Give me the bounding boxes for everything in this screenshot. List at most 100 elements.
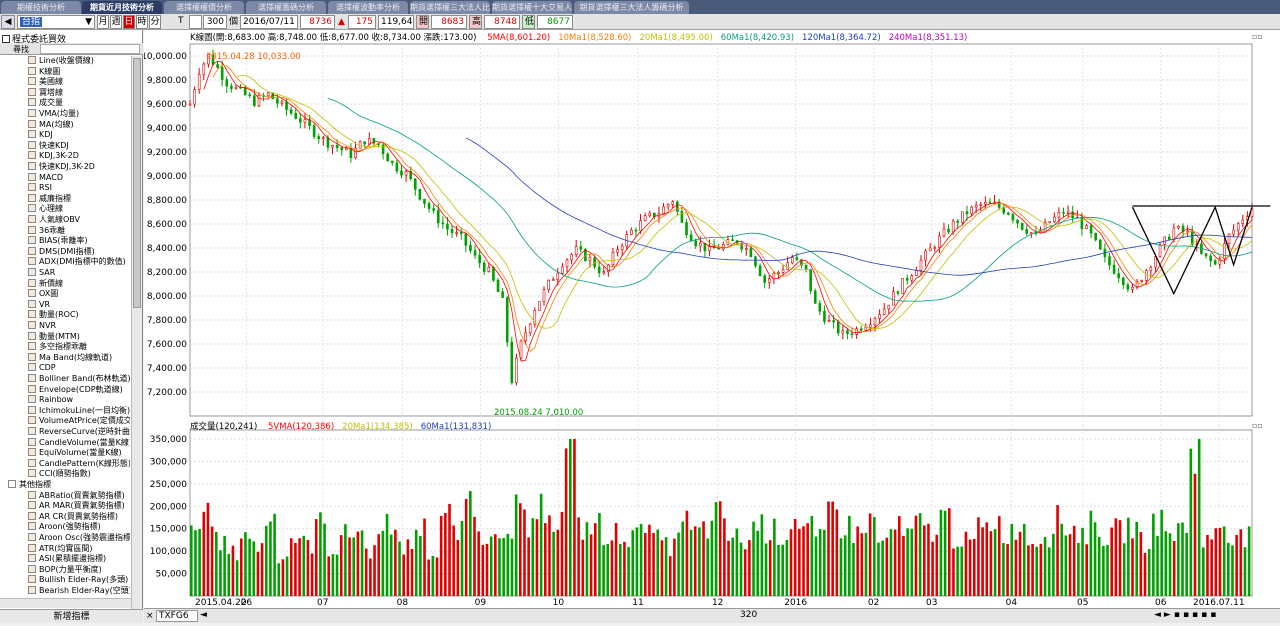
volume-bar	[323, 523, 326, 596]
indicator-item[interactable]: 人氣線OBV	[28, 215, 130, 225]
indicator-item[interactable]: CandleVolume(當量K線)	[28, 437, 130, 448]
candle-body	[699, 242, 702, 247]
indicator-item[interactable]: CCI(順勢指數)	[28, 469, 130, 479]
indicator-item[interactable]: ReverseCurve(逆時針曲線)	[28, 427, 130, 437]
indicator-item[interactable]: 心理線	[28, 204, 130, 214]
indicator-item[interactable]: Bearish Elder-Ray(空頭)	[28, 586, 130, 596]
tab-5[interactable]: 期貨選擇權三大法人比重	[410, 1, 490, 14]
indicator-item[interactable]: Ma Band(均線軌道)	[28, 352, 130, 363]
tab-4[interactable]: 選擇權波動率分析	[328, 1, 408, 14]
indicator-item[interactable]: 其他指標	[8, 480, 112, 490]
indicator-item[interactable]: 多空指標乖離	[28, 342, 130, 352]
tab-6[interactable]: 期貨選擇權十大交易人籌碼分析	[492, 1, 572, 14]
indicator-item[interactable]: 成交量	[28, 98, 130, 108]
indicator-item[interactable]: MACD	[28, 172, 130, 183]
tab-3[interactable]: 選擇權籌碼分析	[246, 1, 326, 14]
indicator-item[interactable]: 威廉指標	[28, 193, 130, 204]
period-button-0[interactable]: 月	[97, 15, 109, 29]
ma-line	[327, 98, 1253, 302]
count-input[interactable]: 300	[203, 15, 227, 29]
indicator-item[interactable]: K線圖	[28, 66, 130, 77]
indicator-item[interactable]: VR	[28, 299, 130, 310]
indicator-item[interactable]: Line(收盤價線)	[28, 56, 130, 66]
volume-bar	[294, 542, 297, 596]
indicator-label: CCI(順勢指數)	[39, 469, 91, 479]
volume-bar	[656, 529, 660, 596]
indicator-item[interactable]: Bullish Elder-Ray(多頭)	[28, 575, 130, 585]
candle-body	[915, 270, 918, 276]
volume-bar	[598, 513, 601, 596]
indicator-item[interactable]: SAR	[28, 268, 130, 278]
indicator-item[interactable]: 36乖離	[28, 225, 130, 236]
zoom-controls[interactable]: ◄►▪▪▪▪▪	[1154, 610, 1220, 620]
indicator-item[interactable]: 美國線	[28, 77, 130, 87]
indicator-item[interactable]: RSI	[28, 183, 130, 193]
indicator-item[interactable]: Bolliner Band(布林軌道)	[28, 374, 130, 384]
window-buttons[interactable]: ▫▫	[1252, 421, 1263, 430]
indicator-item[interactable]: MA(均線)	[28, 119, 130, 130]
indicator-item[interactable]: 寶塔線	[28, 87, 130, 98]
tree-hscrollbar[interactable]	[0, 598, 131, 608]
indicator-item[interactable]: CDP	[28, 363, 130, 373]
indicator-item[interactable]: 快速KDJ,3K-2D	[28, 162, 130, 172]
indicator-item[interactable]: EquiVolume(當量K線)	[28, 448, 130, 458]
period-button-2[interactable]: 日	[123, 15, 135, 29]
period-button-3[interactable]: 時	[136, 15, 148, 29]
indicator-icon	[28, 522, 36, 531]
indicator-item[interactable]: Aroon(強勢指標)	[28, 522, 130, 532]
indicator-item[interactable]: VolumeAtPrice(定價成交)	[28, 416, 130, 426]
volume-bar	[439, 515, 443, 596]
symbol-select[interactable]: 台指 ▼	[17, 15, 95, 29]
indicator-item[interactable]: 新價線	[28, 278, 130, 289]
scrollbar-thumb[interactable]	[133, 58, 141, 308]
candle-body	[400, 170, 403, 176]
indicator-item[interactable]: AR MAR(買賣氣勢指標)	[28, 501, 130, 511]
indicator-label: RSI	[39, 183, 52, 193]
indicator-item[interactable]: OX圖	[28, 289, 130, 299]
indicator-item[interactable]: CandlePattern(K線形態)	[28, 458, 130, 469]
add-indicator-button[interactable]: 新增指標	[0, 609, 143, 623]
indicator-item[interactable]: 快速KDJ	[28, 140, 130, 151]
indicator-item[interactable]: Aroon Osc(強勢震盪指標)	[28, 533, 130, 543]
indicator-item[interactable]: ASI(累積擺盪指標)	[28, 554, 130, 564]
indicator-item[interactable]: ATR(均實區間)	[28, 543, 130, 554]
search-input[interactable]	[40, 44, 140, 54]
chart-area[interactable]: 10,000.00 9,800.00 9,600.00 9,400.00 9,200.0…	[141, 30, 1280, 623]
program-order-checkbox[interactable]: 程式委託買效	[2, 32, 66, 45]
search-row: 尋找	[0, 43, 143, 55]
indicator-item[interactable]: Rainbow	[28, 395, 130, 405]
indicator-item[interactable]: KDJ	[28, 130, 130, 140]
indicator-item[interactable]: 動量(ROC)	[28, 310, 130, 320]
indicator-item[interactable]: BOP(力量平衡度)	[28, 564, 130, 575]
period-button-1[interactable]: 週	[110, 15, 122, 29]
tab-0[interactable]: 期權技術分析	[1, 1, 81, 14]
indicator-item[interactable]: Envelope(CDP軌道線)	[28, 384, 130, 395]
tab-2[interactable]: 選擇權權價分析	[164, 1, 244, 14]
date-input[interactable]: 2016/07/11▼	[240, 15, 298, 29]
period-button-4[interactable]: 分	[149, 15, 161, 29]
volume-bar	[893, 529, 897, 596]
close-icon[interactable]: ×	[146, 611, 154, 621]
dropdown-icon[interactable]	[189, 15, 202, 29]
indicator-item[interactable]: ADX(DMI指標中的數值)	[28, 257, 130, 267]
tab-1[interactable]: 期貨近月技術分析	[82, 1, 162, 14]
indicator-item[interactable]: 動量(MTM)	[28, 331, 130, 342]
tree-scrollbar[interactable]	[131, 56, 142, 616]
indicator-item[interactable]: KDJ,3K-2D	[28, 151, 130, 161]
candle-body	[685, 222, 688, 236]
indicator-item[interactable]: BIAS(乖離率)	[28, 236, 130, 246]
indicator-item[interactable]: IchimokuLine(一目均衡)	[28, 405, 130, 416]
tab-7[interactable]: 期貨選擇權三大法人籌碼分析	[574, 1, 689, 14]
volume-bar	[906, 528, 909, 596]
time-tick-label: 04	[1006, 598, 1018, 608]
indicator-item[interactable]: AR CR(買賣氣勢指標)	[28, 511, 130, 522]
indicator-item[interactable]: VMA(均量)	[28, 109, 130, 119]
indicator-item[interactable]: ABRatio(買賣氣勢指標)	[28, 490, 130, 501]
indicator-item[interactable]: NVR	[28, 321, 130, 331]
indicator-icon	[28, 564, 36, 573]
indicator-item[interactable]: DMS(DMI指標)	[28, 246, 130, 257]
scroll-left-icon[interactable]: ◄	[200, 610, 207, 620]
window-buttons[interactable]: ▫▫	[1252, 32, 1263, 41]
symbol-field[interactable]: TXFG6	[156, 610, 198, 622]
back-arrow-icon[interactable]: ◀	[1, 15, 15, 29]
